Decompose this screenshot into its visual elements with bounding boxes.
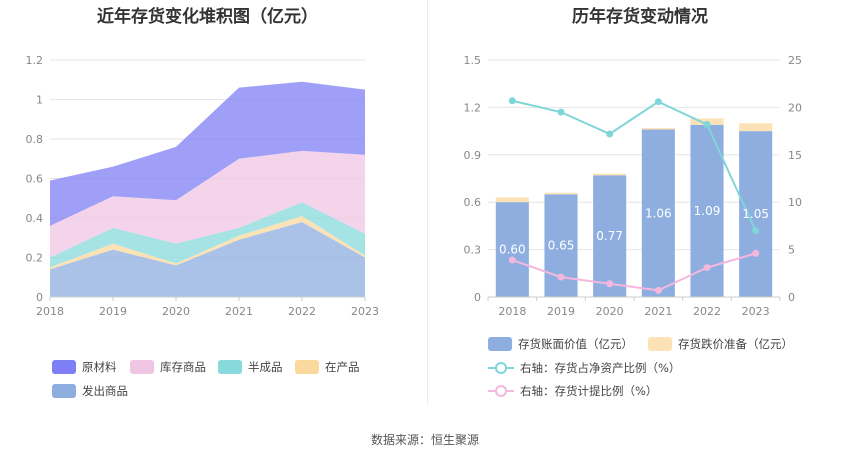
- bar-book-value: [641, 129, 675, 297]
- line-point-1: [752, 249, 760, 257]
- left-x-tick-label: 2022: [288, 305, 316, 318]
- right-left-y-tick-label: 1.5: [464, 54, 482, 67]
- left-x-tick-label: 2021: [225, 305, 253, 318]
- line-point-0: [703, 120, 711, 128]
- right-x-tick-label: 2019: [547, 305, 575, 318]
- right-left-y-tick-label: 1.2: [464, 101, 482, 114]
- right-left-y-tick-label: 0.9: [464, 149, 482, 162]
- right-x-tick-label: 2021: [644, 305, 672, 318]
- data-source-note: 数据来源：恒生聚源: [370, 433, 479, 447]
- line-point-1: [508, 256, 516, 264]
- legend-label: 存货跌价准备（亿元）: [678, 337, 793, 351]
- bar-data-label: 0.65: [548, 239, 575, 253]
- bar-data-label: 1.06: [645, 206, 672, 220]
- line-point-0: [752, 227, 760, 235]
- legend-swatch: [295, 360, 319, 374]
- line-point-1: [557, 273, 565, 281]
- panel-divider: [427, 0, 428, 405]
- left-y-tick-label: 0.8: [26, 133, 44, 146]
- legend-label: 在产品: [325, 360, 360, 374]
- left-y-tick-label: 1: [36, 94, 43, 107]
- legend-label: 存货账面价值（亿元）: [518, 337, 633, 351]
- line-point-1: [654, 286, 662, 294]
- legend-label: 右轴：存货占净资产比例（%）: [520, 361, 681, 375]
- legend-swatch: [52, 360, 76, 374]
- bar-impairment: [739, 123, 773, 132]
- legend-swatch: [218, 360, 242, 374]
- right-x-tick-label: 2022: [693, 305, 721, 318]
- legend-label: 库存商品: [160, 360, 206, 374]
- bar-data-label: 1.09: [694, 204, 721, 218]
- legend-item-impairment[interactable]: 存货跌价准备（亿元）: [648, 336, 793, 352]
- left-y-tick-label: 0.2: [26, 252, 44, 265]
- legend-item-in-process[interactable]: 在产品: [295, 359, 360, 375]
- line-series-1: [512, 252, 756, 292]
- bar-data-label: 1.05: [742, 207, 769, 221]
- left-x-tick-label: 2018: [36, 305, 64, 318]
- area-series-4: [50, 81, 365, 226]
- legend-swatch: [130, 360, 154, 374]
- bar-book-value: [739, 131, 773, 297]
- legend-line-icon: [488, 361, 514, 375]
- left-y-tick-label: 0: [36, 291, 43, 304]
- bar-impairment: [641, 127, 675, 130]
- left-chart-title: 近年存货变化堆积图（亿元）: [97, 7, 318, 27]
- right-x-tick-label: 2023: [742, 305, 770, 318]
- bar-book-value: [593, 175, 627, 297]
- legend-item-raw-materials[interactable]: 原材料: [52, 359, 117, 375]
- right-right-y-tick-label: 15: [788, 149, 802, 162]
- right-right-y-tick-label: 25: [788, 54, 802, 67]
- bar-book-value: [495, 202, 529, 297]
- line-series-0: [512, 99, 757, 232]
- legend-swatch: [648, 337, 672, 351]
- legend-item-net-asset-ratio[interactable]: 右轴：存货占净资产比例（%）: [488, 360, 680, 376]
- legend-item-semi-finished[interactable]: 半成品: [218, 359, 283, 375]
- legend-label: 右轴：存货计提比例（%）: [520, 384, 658, 398]
- right-left-y-tick-label: 0: [474, 291, 481, 304]
- legend-item-provision-ratio[interactable]: 右轴：存货计提比例（%）: [488, 383, 657, 399]
- left-x-tick-label: 2020: [162, 305, 190, 318]
- bar-impairment: [544, 192, 578, 195]
- bar-impairment: [593, 173, 627, 176]
- line-point-1: [606, 280, 614, 288]
- right-right-y-tick-label: 5: [788, 244, 795, 257]
- legend-label: 发出商品: [82, 384, 128, 398]
- line-point-0: [654, 98, 662, 106]
- left-x-tick-label: 2019: [99, 305, 127, 318]
- legend-item-stock-goods[interactable]: 库存商品: [130, 359, 206, 375]
- line-point-0: [508, 97, 516, 105]
- legend-line-icon: [488, 384, 514, 398]
- right-left-y-tick-label: 0.6: [464, 196, 482, 209]
- right-x-tick-label: 2018: [498, 305, 526, 318]
- right-left-y-tick-label: 0.3: [464, 244, 482, 257]
- line-point-0: [606, 130, 614, 138]
- area-series-0: [50, 221, 365, 297]
- left-y-tick-label: 1.2: [26, 54, 44, 67]
- left-y-tick-label: 0.4: [26, 212, 44, 225]
- right-right-y-tick-label: 0: [788, 291, 795, 304]
- left-x-tick-label: 2023: [351, 305, 379, 318]
- bar-data-label: 0.60: [499, 243, 526, 257]
- line-point-1: [703, 264, 711, 272]
- line-point-0: [557, 108, 565, 116]
- bar-impairment: [495, 197, 529, 203]
- right-right-y-tick-label: 20: [788, 101, 802, 114]
- right-x-tick-label: 2020: [596, 305, 624, 318]
- area-series-3: [50, 150, 365, 258]
- legend-item-book-value[interactable]: 存货账面价值（亿元）: [488, 336, 633, 352]
- legend-label: 原材料: [82, 360, 117, 374]
- left-y-tick-label: 0.6: [26, 173, 44, 186]
- legend-swatch: [52, 384, 76, 398]
- right-right-y-tick-label: 10: [788, 196, 802, 209]
- legend-item-shipped-goods[interactable]: 发出商品: [52, 383, 128, 399]
- bar-data-label: 0.77: [596, 229, 623, 243]
- legend-swatch: [488, 337, 512, 351]
- area-series-2: [50, 202, 365, 268]
- legend-label: 半成品: [248, 360, 283, 374]
- right-chart-title: 历年存货变动情况: [572, 7, 708, 27]
